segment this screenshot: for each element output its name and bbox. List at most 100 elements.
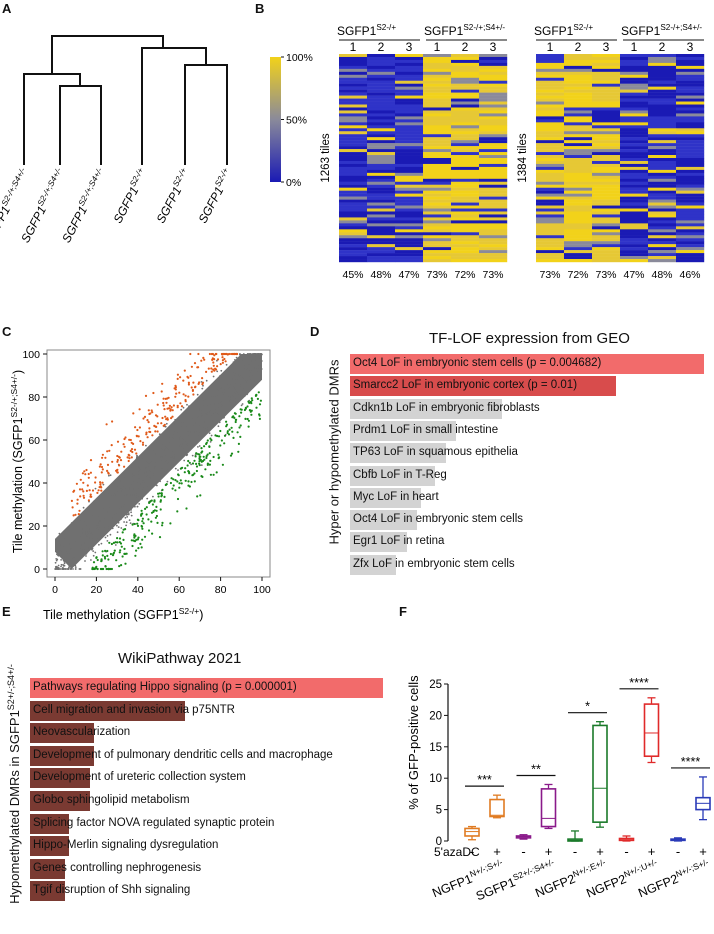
scatter-point — [191, 454, 194, 457]
scatter-point — [174, 434, 176, 437]
scatter-point — [80, 536, 82, 539]
scatter-point — [55, 559, 58, 562]
heatmap-cell — [339, 217, 368, 221]
heatmap-cell — [676, 181, 705, 185]
scatter-point-hyper — [153, 424, 156, 427]
heatmap-cell — [479, 166, 508, 171]
scatter-point-hypo — [247, 419, 250, 422]
treatment-minus-label: - — [624, 844, 628, 859]
scatter-point-hyper — [145, 431, 148, 434]
scatter-point-hypo — [209, 437, 212, 440]
scatter-point-hyper — [89, 471, 92, 474]
scatter-point — [180, 415, 182, 417]
heatmap-cell — [451, 184, 480, 188]
heatmap-cell — [648, 202, 677, 206]
scatter-point-hypo — [206, 439, 209, 442]
heatmap-cell — [339, 74, 368, 78]
heatmap-cell — [479, 259, 508, 263]
scatter-point — [168, 437, 171, 440]
scatter-point — [247, 353, 250, 355]
heatmap-cell — [423, 202, 452, 206]
heatmap-cell — [339, 107, 368, 111]
heatmap-cell — [592, 77, 621, 81]
scatter-point-hypo — [193, 472, 196, 475]
scatter-point — [155, 457, 158, 460]
scatter-point — [205, 379, 208, 382]
scatter-point-hypo — [135, 549, 138, 552]
heatmap-cell — [339, 241, 368, 245]
scatter-point-hypo — [150, 499, 153, 502]
heatmap-cell — [620, 187, 649, 191]
heatmap-cell — [648, 89, 677, 93]
scatter-point — [168, 448, 171, 451]
scatter-point — [165, 422, 168, 425]
heatmap-cell — [423, 113, 452, 117]
tf-lof-label: Egr1 LoF in retina — [353, 535, 445, 548]
scatter-point — [192, 413, 195, 415]
scatter-point — [235, 356, 238, 359]
heatmap-cell — [395, 256, 424, 260]
scatter-point-hypo — [120, 564, 123, 567]
heatmap-cell — [367, 86, 396, 90]
scatter-point-hyper — [101, 481, 104, 484]
scatter-point — [91, 509, 94, 512]
scatter-point-hypo — [136, 522, 139, 525]
heatmap-cell — [648, 107, 677, 111]
scatter-point — [106, 499, 109, 502]
heatmap-cell — [536, 196, 565, 200]
scatter-point-hypo — [226, 430, 229, 433]
heatmap-cell — [648, 205, 677, 209]
heatmap-cell — [395, 56, 424, 61]
heatmap-cell — [676, 193, 705, 197]
scatter-point-hyper — [99, 481, 102, 484]
heatmap-cell — [479, 208, 508, 212]
scatter-point — [238, 397, 241, 400]
scatter-point-hyper — [198, 381, 201, 384]
scatter-point-hypo — [205, 456, 208, 460]
scatter-point — [146, 475, 149, 478]
scatter-point — [69, 565, 71, 568]
heatmap-cell — [648, 259, 677, 263]
scatter-point-hypo — [100, 567, 103, 571]
heatmap-cell — [592, 184, 621, 188]
scatter-point-hyper — [131, 450, 134, 454]
heatmap-cell — [367, 250, 396, 254]
scatter-point-hyper — [128, 454, 131, 457]
heatmap-cell — [620, 104, 649, 108]
heatmap-cell — [564, 241, 593, 245]
heatmap-cell — [451, 71, 480, 75]
scatter-point — [130, 491, 133, 494]
heatmap-cell — [536, 59, 565, 64]
heatmap-cell — [339, 56, 368, 61]
scatter-point — [64, 545, 67, 548]
scatter-point — [134, 497, 137, 500]
scatter-point — [115, 486, 118, 489]
scatter-point — [185, 441, 188, 444]
heatmap-cell — [676, 62, 705, 67]
scatter-point — [217, 425, 220, 428]
scatter-point — [122, 515, 125, 518]
scatter-point-hypo — [194, 455, 197, 458]
scatter-point — [205, 409, 208, 412]
heatmap-cell — [564, 83, 593, 87]
heatmap-cell — [395, 110, 424, 114]
heatmap-cell — [451, 104, 480, 108]
scatter-point — [108, 501, 111, 504]
scatter-point-hyper — [169, 408, 172, 411]
scatter-point — [191, 424, 194, 427]
scatter-point — [104, 536, 107, 539]
scatter-point — [108, 474, 110, 477]
scatter-point-hypo — [201, 450, 204, 453]
heatmap-cell — [676, 98, 705, 102]
scatter-point — [200, 412, 203, 414]
scatter-ytick-label: 80 — [28, 392, 40, 404]
heatmap-cell — [339, 89, 368, 93]
heatmap-cell — [564, 214, 593, 218]
scatter-point — [181, 444, 183, 447]
scatter-point — [220, 381, 222, 383]
scatter-point-hyper — [221, 356, 224, 359]
heatmap-cell — [451, 223, 480, 227]
scatter-point — [66, 568, 69, 570]
scatter-point — [80, 531, 83, 533]
scatter-xtick-label: 80 — [215, 584, 227, 596]
